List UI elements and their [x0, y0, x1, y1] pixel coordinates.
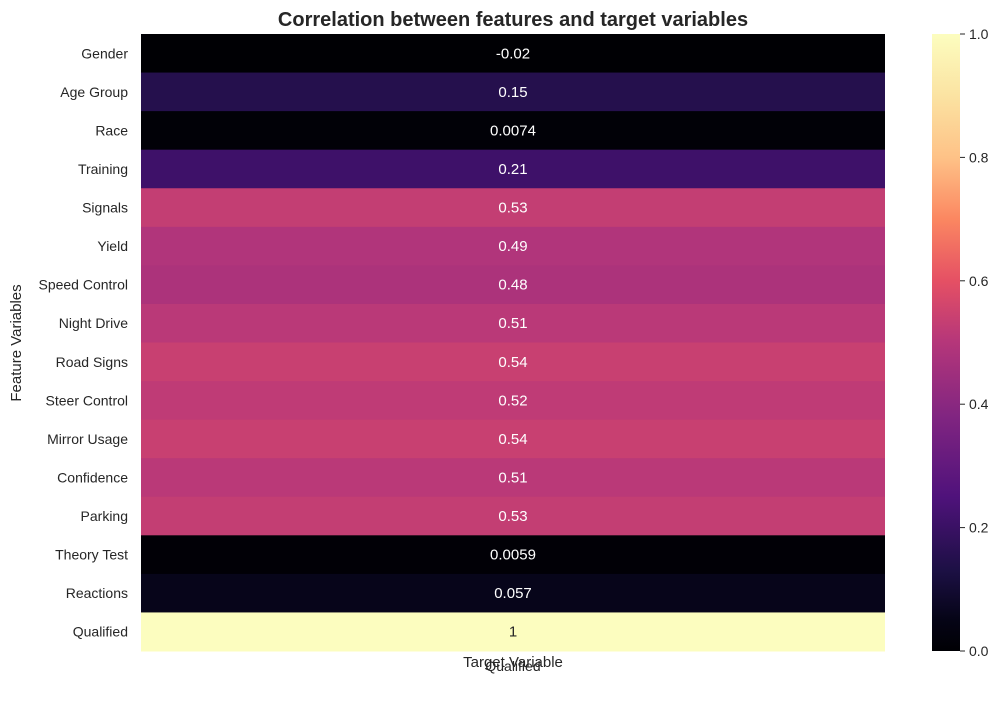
y-tick-label: Theory Test — [55, 547, 128, 563]
cell-annotation: 0.52 — [498, 392, 527, 409]
colorbar — [932, 34, 960, 651]
cell-annotation: 0.057 — [494, 585, 532, 602]
heatmap-cell — [141, 111, 885, 151]
cell-annotation: 0.53 — [498, 200, 527, 217]
heatmap-cell — [141, 381, 885, 421]
heatmap-cell — [141, 265, 885, 305]
colorbar-ticks: 0.0 0.2 0.4 0.6 0.8 1.0 — [960, 26, 989, 659]
y-tick-label: Steer Control — [46, 392, 128, 408]
y-tick-label: Reactions — [66, 585, 128, 601]
cell-annotation: 0.0074 — [490, 122, 536, 139]
heatmap-cells: -0.02 0.15 0.0074 0.21 0.53 0.49 0.48 0.51 0.54 0… — [141, 34, 885, 652]
heatmap-cell — [141, 188, 885, 228]
heatmap-cell — [141, 342, 885, 382]
heatmap-cell — [141, 612, 885, 652]
colorbar-tick-label: 0.4 — [969, 396, 989, 412]
cell-annotation: 0.54 — [498, 431, 527, 448]
y-tick-label: Yield — [97, 238, 128, 254]
cell-annotation: 0.48 — [498, 277, 527, 294]
cell-annotation: 0.54 — [498, 354, 527, 371]
cell-annotation: 0.51 — [498, 315, 527, 332]
y-tick-label: Training — [78, 161, 128, 177]
y-tick-label: Parking — [81, 508, 128, 524]
y-tick-label: Speed Control — [38, 277, 128, 293]
heatmap-cell — [141, 419, 885, 459]
cell-annotation: 0.53 — [498, 508, 527, 525]
cell-annotation: 0.51 — [498, 469, 527, 486]
y-tick-label: Mirror Usage — [47, 431, 128, 447]
y-tick-label: Confidence — [57, 469, 128, 485]
heatmap-cell — [141, 72, 885, 112]
heatmap-cell — [141, 535, 885, 575]
heatmap-cell — [141, 496, 885, 536]
heatmap-cell — [141, 226, 885, 266]
x-axis-label: Target Variable — [463, 654, 563, 671]
colorbar-tick-label: 0.2 — [969, 520, 989, 536]
colorbar-tick-label: 0.0 — [969, 643, 989, 659]
heatmap-cell — [141, 303, 885, 343]
y-tick-labels: Gender Age Group Race Training Signals Yield S… — [38, 45, 128, 639]
colorbar-tick-label: 1.0 — [969, 26, 989, 42]
chart-title: Correlation between features and target … — [278, 9, 748, 31]
colorbar-tick-label: 0.6 — [969, 273, 989, 289]
y-tick-label: Road Signs — [56, 354, 128, 370]
y-tick-label: Race — [95, 122, 128, 138]
cell-annotation: 0.0059 — [490, 547, 536, 564]
heatmap-cell — [141, 458, 885, 498]
cell-annotation: 0.49 — [498, 238, 527, 255]
y-tick-label: Qualified — [73, 624, 128, 640]
cell-annotation: -0.02 — [496, 45, 530, 62]
colorbar-tick-label: 0.8 — [969, 149, 989, 165]
y-axis-label: Feature Variables — [8, 284, 25, 401]
y-tick-label: Age Group — [60, 84, 128, 100]
heatmap-cell — [141, 149, 885, 189]
y-tick-label: Gender — [81, 45, 128, 61]
cell-annotation: 0.21 — [498, 161, 527, 178]
heatmap-cell — [141, 34, 885, 74]
x-tick-label: Qualified — [485, 658, 540, 674]
heatmap-cell — [141, 573, 885, 613]
cell-annotation: 0.15 — [498, 84, 527, 101]
cell-annotation: 1 — [509, 624, 517, 641]
y-tick-label: Signals — [82, 200, 128, 216]
x-tick-labels: Qualified — [485, 658, 540, 674]
y-tick-label: Night Drive — [59, 315, 128, 331]
